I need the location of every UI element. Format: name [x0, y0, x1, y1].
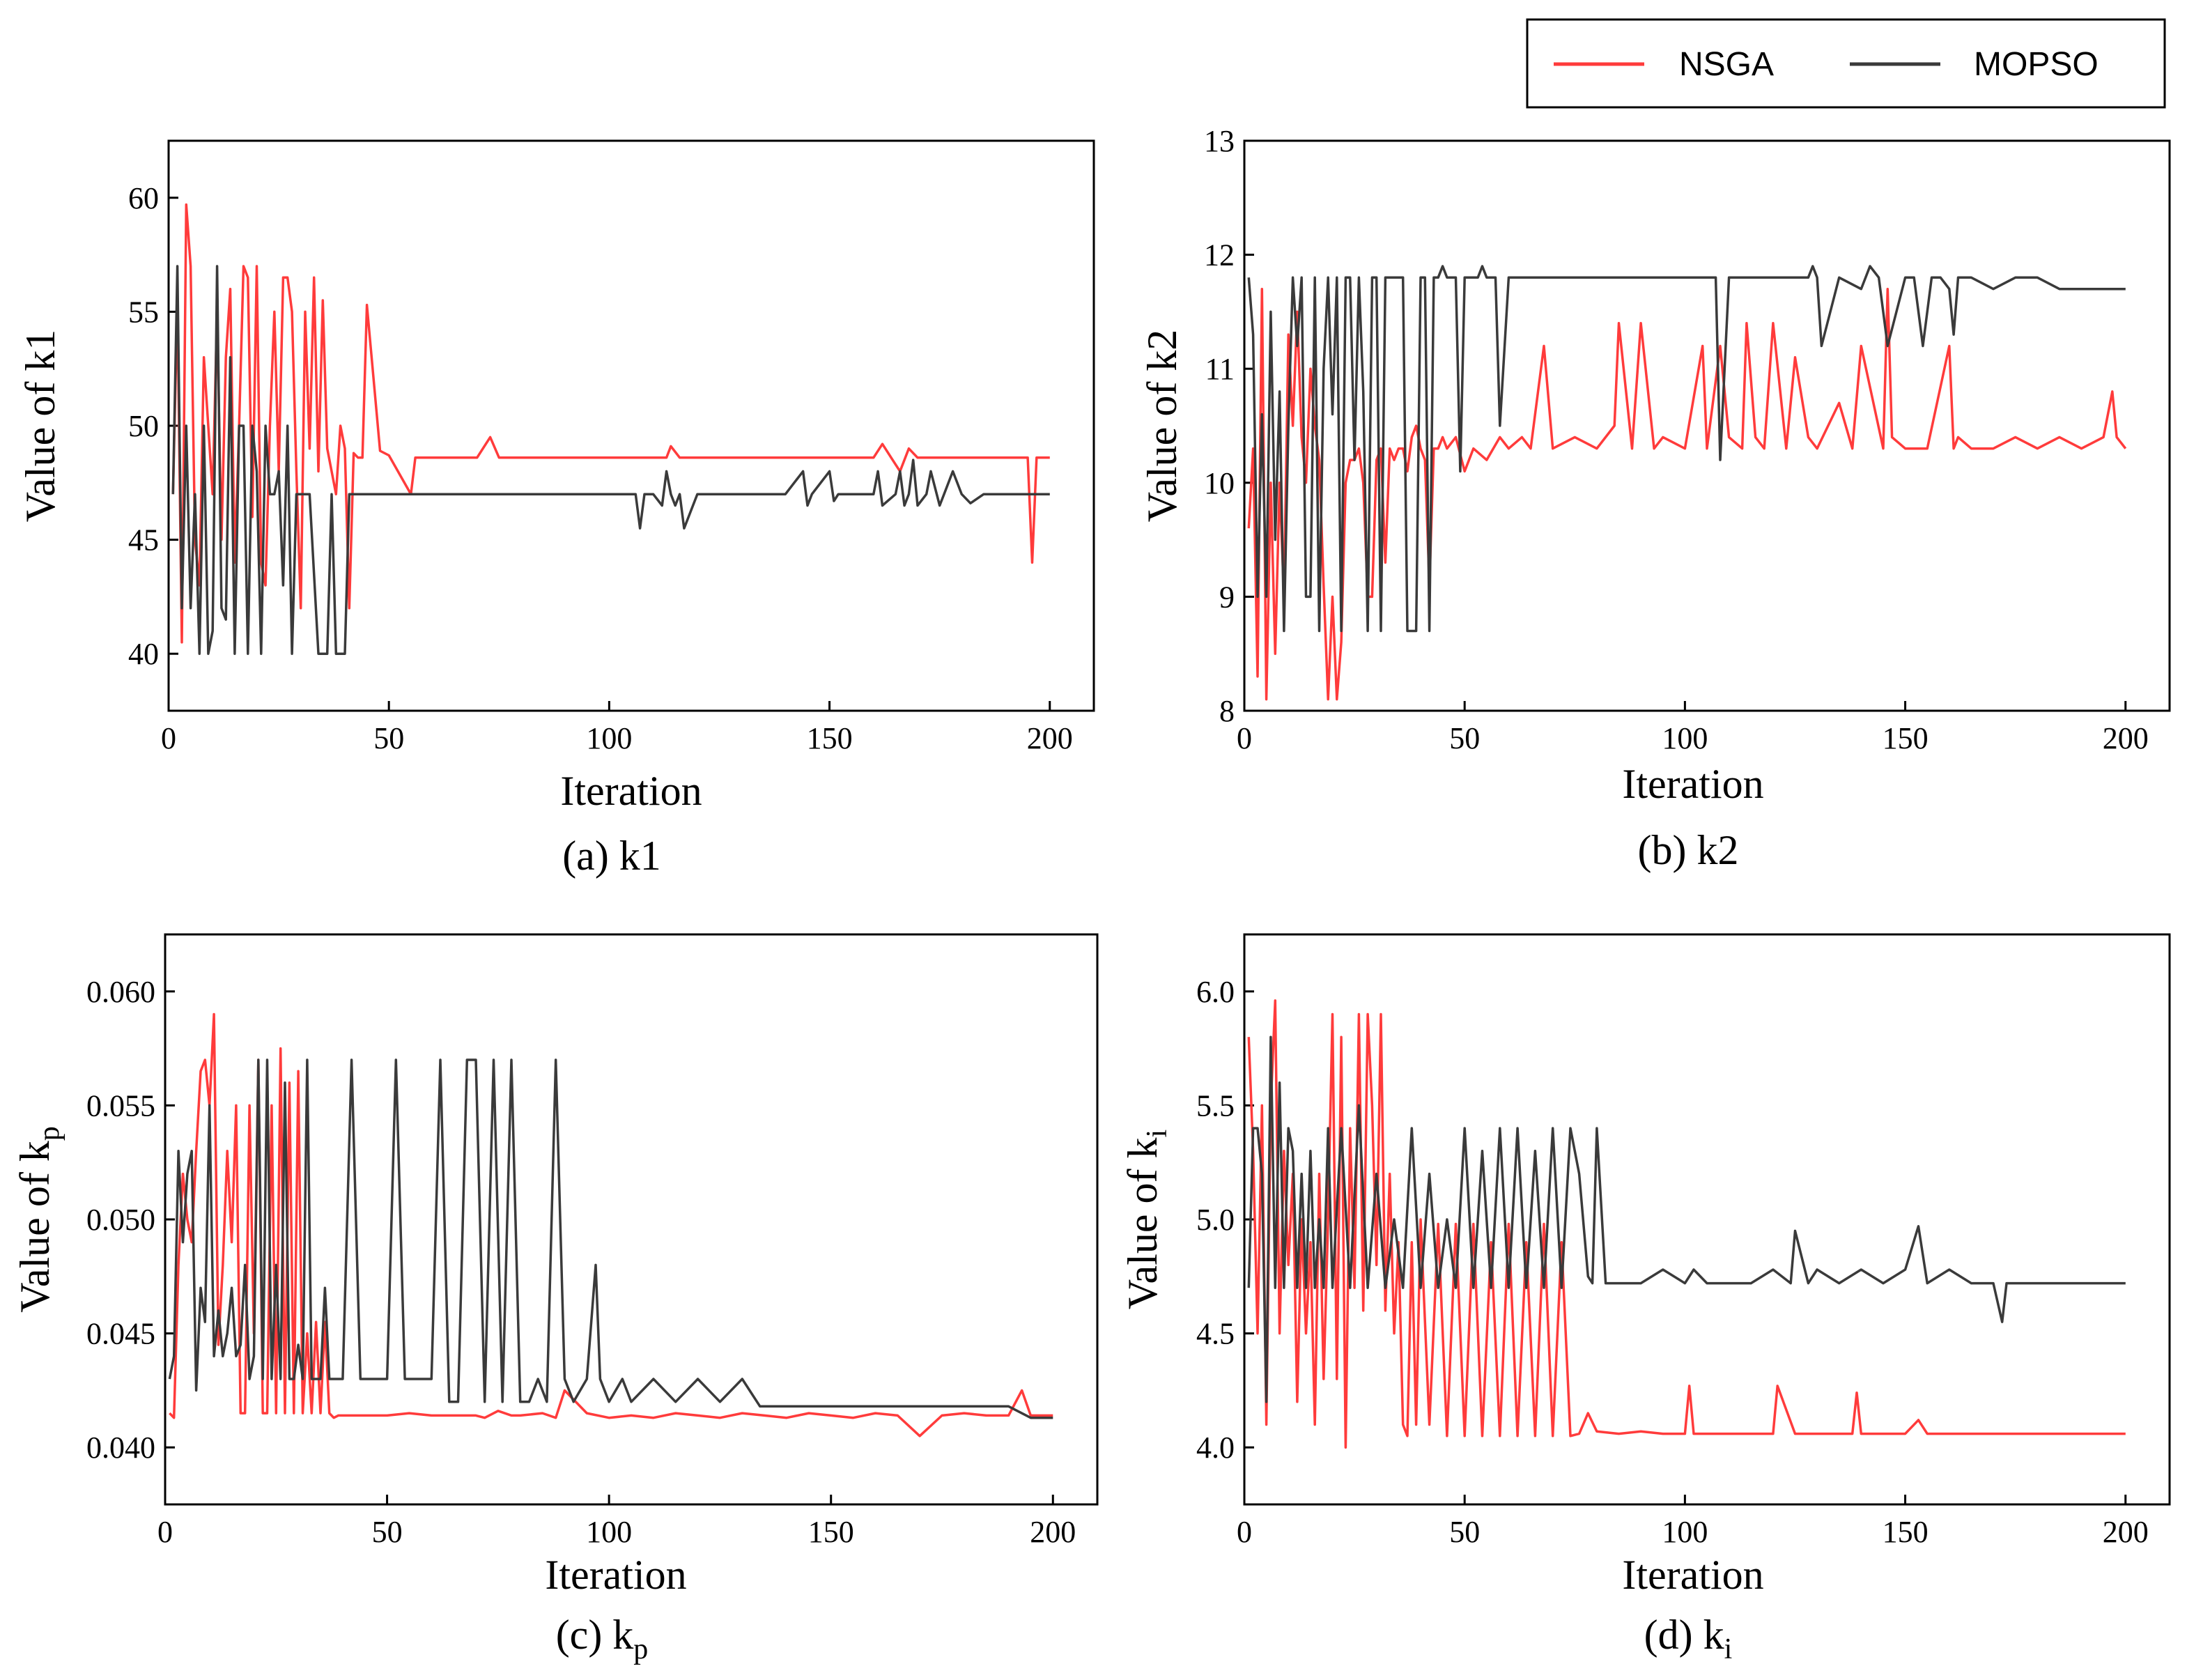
x-axis-title: Iteration [560, 768, 702, 814]
x-axis-title: Iteration [1622, 761, 1763, 807]
legend-label-mopso: MOPSO [1974, 46, 2099, 83]
series-layer [1247, 265, 2127, 701]
y-tick-label: 4.0 [1196, 1431, 1235, 1465]
series-line-nsga [169, 1012, 1053, 1438]
x-tick-label: 150 [1883, 1515, 1929, 1549]
series-layer [168, 1012, 1053, 1438]
plot-area-frame [1243, 139, 2171, 712]
y-tick-label: 0.055 [86, 1088, 155, 1123]
y-tick-label: 12 [1204, 238, 1235, 272]
y-tick-label: 10 [1204, 466, 1235, 500]
y-axis-title: Value of ki [1120, 1130, 1173, 1309]
x-tick-label: 200 [2103, 1515, 2149, 1549]
y-tick-label: 45 [128, 523, 159, 557]
y-tick-label: 0.060 [86, 975, 155, 1009]
y-tick-label: 0.050 [86, 1203, 155, 1237]
axis-ticks: 0 50 100 150 200 4.0 4.5 5.0 5.5 6.0 [1196, 975, 2149, 1549]
series-line-nsga [171, 203, 1050, 644]
y-tick-label: 8 [1219, 694, 1235, 728]
series-line-mopso [1247, 1035, 2126, 1403]
y-axis-title: Value of k1 [17, 330, 63, 523]
x-tick-label: 150 [808, 1515, 854, 1549]
panel-caption: (c) kp [556, 1612, 649, 1665]
y-axis-title-subscript: i [1141, 1130, 1173, 1138]
y-tick-label: 40 [128, 637, 159, 671]
panel-caption: (b) k2 [1638, 827, 1739, 873]
x-tick-label: 0 [161, 721, 176, 755]
panel-ki: 0 50 100 150 200 4.0 4.5 5.0 5.5 6.0 Iteration Va… [1120, 933, 2171, 1665]
axis-ticks: 0 50 100 150 200 40 45 50 55 60 [128, 181, 1073, 755]
series-line-mopso [1247, 265, 2126, 633]
y-tick-label: 50 [128, 409, 159, 443]
y-tick-label: 60 [128, 181, 159, 215]
x-tick-label: 200 [1030, 1515, 1076, 1549]
y-tick-label: 9 [1219, 580, 1235, 614]
y-tick-label: 13 [1204, 124, 1235, 158]
y-tick-label: 5.5 [1196, 1088, 1235, 1123]
legend: NSGA MOPSO [1526, 18, 2166, 109]
series-layer [171, 203, 1050, 655]
y-axis-title: Value of kp [12, 1126, 65, 1313]
y-tick-label: 11 [1205, 352, 1235, 386]
series-layer [1247, 999, 2126, 1449]
y-axis-title-subscript: p [33, 1126, 65, 1141]
y-axis-title-main: Value of k [12, 1141, 58, 1313]
x-tick-label: 100 [586, 1515, 632, 1549]
series-line-mopso [168, 1058, 1053, 1419]
panel-caption-subscript: p [633, 1633, 648, 1665]
panel-caption-main: (d) k [1644, 1612, 1724, 1658]
x-tick-label: 150 [807, 721, 853, 755]
panel-k1: 0 50 100 150 200 40 45 50 55 60 Iteration Value o… [17, 139, 1095, 879]
x-tick-label: 50 [1449, 1515, 1480, 1549]
panel-k2: 0 50 100 150 200 8 9 10 11 12 13 Iteration Value o… [1139, 124, 2171, 873]
x-tick-label: 200 [2103, 721, 2149, 755]
x-tick-label: 50 [372, 1515, 403, 1549]
x-axis-title: Iteration [1622, 1552, 1763, 1598]
x-tick-label: 50 [1449, 721, 1480, 755]
y-tick-label: 4.5 [1196, 1317, 1235, 1351]
axis-ticks: 0 50 100 150 200 0.040 0.045 0.050 0.055 0.060 [86, 975, 1076, 1549]
series-line-mopso [171, 265, 1050, 655]
x-tick-label: 150 [1883, 721, 1929, 755]
y-tick-label: 0.040 [86, 1431, 155, 1465]
y-tick-label: 5.0 [1196, 1203, 1235, 1237]
y-axis-title: Value of k2 [1139, 330, 1185, 523]
x-tick-label: 100 [1662, 1515, 1708, 1549]
legend-label-nsga: NSGA [1679, 46, 1774, 83]
y-axis-title-main: Value of k [1120, 1138, 1166, 1310]
series-line-nsga [1247, 999, 2126, 1449]
x-tick-label: 50 [373, 721, 404, 755]
x-tick-label: 100 [1662, 721, 1708, 755]
panel-caption-subscript: i [1724, 1633, 1733, 1665]
x-axis-title: Iteration [545, 1552, 686, 1598]
panel-caption: (a) k1 [562, 833, 661, 879]
panel-caption: (d) ki [1644, 1612, 1733, 1665]
x-tick-label: 0 [1237, 1515, 1252, 1549]
x-tick-label: 0 [1237, 721, 1252, 755]
plot-area-frame [167, 139, 1095, 712]
x-tick-label: 100 [586, 721, 632, 755]
x-tick-label: 0 [157, 1515, 173, 1549]
axis-ticks: 0 50 100 150 200 8 9 10 11 12 13 [1204, 124, 2149, 755]
panel-kp: 0 50 100 150 200 0.040 0.045 0.050 0.055 0.060 It… [12, 933, 1099, 1665]
panel-caption-main: (c) k [556, 1612, 634, 1658]
y-tick-label: 55 [128, 295, 159, 329]
y-tick-label: 0.045 [86, 1317, 155, 1351]
x-tick-label: 200 [1027, 721, 1073, 755]
y-tick-label: 6.0 [1196, 975, 1235, 1009]
